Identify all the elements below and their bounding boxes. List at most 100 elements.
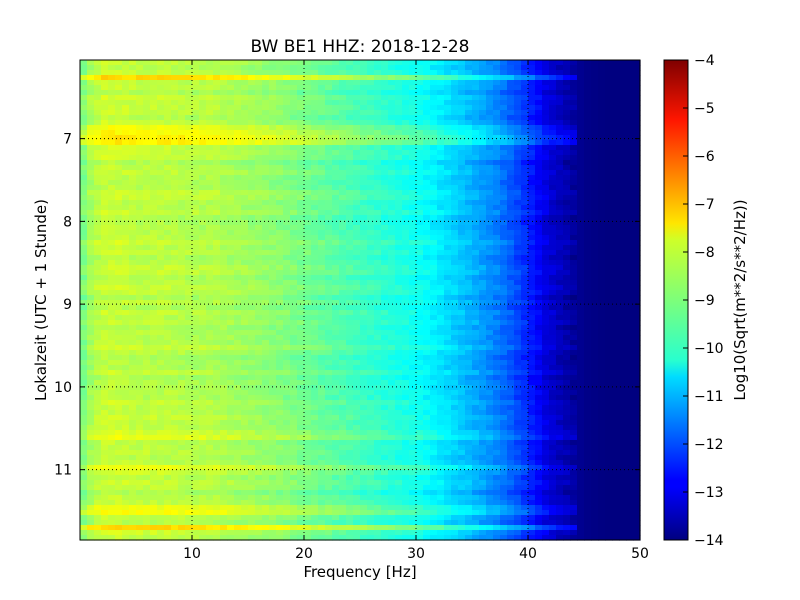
heatmap-cell xyxy=(535,90,543,96)
heatmap-cell xyxy=(500,230,508,236)
heatmap-cell xyxy=(633,85,641,91)
heatmap-cell xyxy=(563,90,571,96)
heatmap-cell xyxy=(108,225,116,231)
heatmap-cell xyxy=(192,180,200,186)
heatmap-cell xyxy=(248,330,256,336)
heatmap-cell xyxy=(367,215,375,221)
heatmap-cell xyxy=(570,190,578,196)
heatmap-cell xyxy=(437,325,445,331)
heatmap-cell xyxy=(227,185,235,191)
heatmap-cell xyxy=(444,265,452,271)
heatmap-cell xyxy=(122,60,130,66)
heatmap-cell xyxy=(220,270,228,276)
heatmap-cell xyxy=(549,330,557,336)
heatmap-cell xyxy=(528,250,536,256)
heatmap-cell xyxy=(234,230,242,236)
heatmap-cell xyxy=(143,155,151,161)
heatmap-cell xyxy=(101,355,109,361)
heatmap-cell xyxy=(437,210,445,216)
heatmap-cell xyxy=(514,225,522,231)
heatmap-cell xyxy=(192,260,200,266)
heatmap-cell xyxy=(206,95,214,101)
heatmap-cell xyxy=(374,275,382,281)
heatmap-cell xyxy=(171,60,179,66)
heatmap-cell xyxy=(521,345,529,351)
heatmap-cell xyxy=(346,275,354,281)
heatmap-cell xyxy=(619,175,627,181)
heatmap-cell xyxy=(542,145,550,151)
heatmap-cell xyxy=(346,95,354,101)
heatmap-cell xyxy=(549,85,557,91)
heatmap-cell xyxy=(297,250,305,256)
heatmap-cell xyxy=(206,80,214,86)
heatmap-cell xyxy=(549,210,557,216)
heatmap-cell xyxy=(367,85,375,91)
heatmap-cell xyxy=(353,205,361,211)
heatmap-cell xyxy=(101,315,109,321)
heatmap-cell xyxy=(626,160,634,166)
heatmap-cell xyxy=(122,115,130,121)
heatmap-cell xyxy=(486,350,494,356)
heatmap-cell xyxy=(290,130,298,136)
heatmap-cell xyxy=(444,245,452,251)
heatmap-cell xyxy=(318,310,326,316)
heatmap-cell xyxy=(276,290,284,296)
heatmap-cell xyxy=(262,280,270,286)
heatmap-cell xyxy=(549,80,557,86)
heatmap-cell xyxy=(185,285,193,291)
heatmap-cell xyxy=(220,330,228,336)
heatmap-cell xyxy=(507,85,515,91)
heatmap-cell xyxy=(472,100,480,106)
heatmap-cell xyxy=(626,350,634,356)
heatmap-cell xyxy=(626,295,634,301)
heatmap-cell xyxy=(367,190,375,196)
heatmap-cell xyxy=(437,180,445,186)
heatmap-cell xyxy=(353,285,361,291)
heatmap-cell xyxy=(136,115,144,121)
heatmap-cell xyxy=(108,135,116,141)
heatmap-cell xyxy=(493,250,501,256)
heatmap-cell xyxy=(129,155,137,161)
heatmap-cell xyxy=(248,170,256,176)
heatmap-cell xyxy=(199,165,207,171)
heatmap-cell xyxy=(304,150,312,156)
heatmap-cell xyxy=(304,340,312,346)
heatmap-cell xyxy=(234,310,242,316)
heatmap-cell xyxy=(80,120,88,126)
heatmap-cell xyxy=(122,285,130,291)
heatmap-cell xyxy=(626,205,634,211)
heatmap-cell xyxy=(255,95,263,101)
heatmap-cell xyxy=(598,185,606,191)
heatmap-cell xyxy=(262,220,270,226)
heatmap-cell xyxy=(136,230,144,236)
heatmap-cell xyxy=(430,210,438,216)
heatmap-cell xyxy=(542,310,550,316)
heatmap-cell xyxy=(332,95,340,101)
heatmap-cell xyxy=(353,240,361,246)
heatmap-cell xyxy=(325,305,333,311)
heatmap-cell xyxy=(444,195,452,201)
heatmap-cell xyxy=(423,305,431,311)
heatmap-cell xyxy=(192,335,200,341)
heatmap-cell xyxy=(150,165,158,171)
heatmap-cell xyxy=(577,65,585,71)
heatmap-cell xyxy=(360,280,368,286)
heatmap-cell xyxy=(94,230,102,236)
heatmap-cell xyxy=(626,280,634,286)
heatmap-cell xyxy=(486,220,494,226)
heatmap-cell xyxy=(472,160,480,166)
heatmap-cell xyxy=(612,265,620,271)
heatmap-cell xyxy=(80,225,88,231)
heatmap-cell xyxy=(409,115,417,121)
heatmap-cell xyxy=(465,120,473,126)
heatmap-cell xyxy=(150,195,158,201)
heatmap-cell xyxy=(241,260,249,266)
heatmap-cell xyxy=(150,200,158,206)
heatmap-cell xyxy=(416,155,424,161)
heatmap-cell xyxy=(507,350,515,356)
heatmap-cell xyxy=(409,140,417,146)
heatmap-cell xyxy=(591,185,599,191)
heatmap-cell xyxy=(626,355,634,361)
heatmap-cell xyxy=(115,345,123,351)
heatmap-cell xyxy=(276,260,284,266)
